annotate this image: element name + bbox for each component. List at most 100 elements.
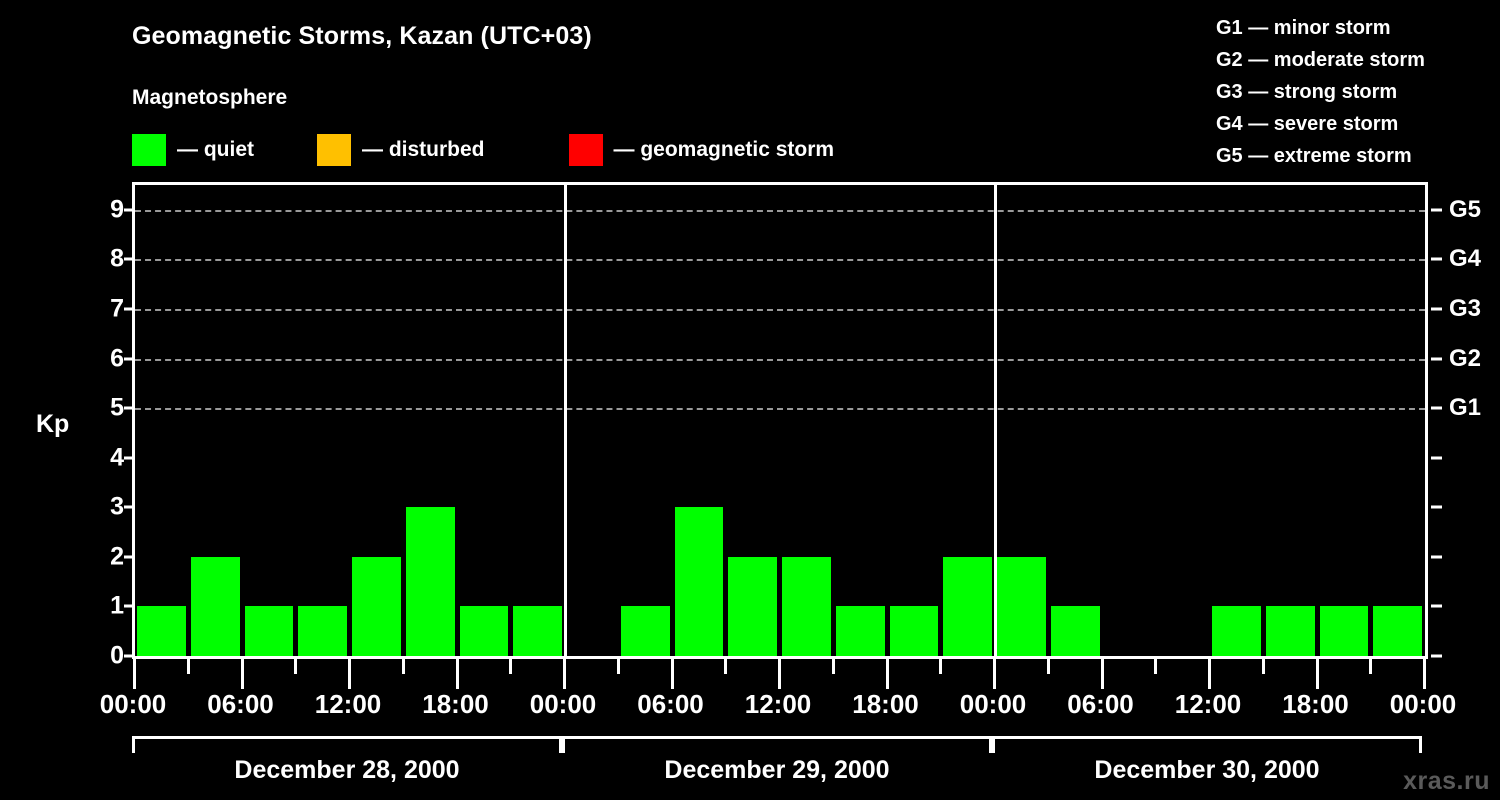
x-tick-label: 06:00 <box>1067 689 1134 719</box>
x-tick-major <box>778 659 781 689</box>
x-tick-minor <box>186 659 190 674</box>
y-tick-label-6: 6 <box>110 344 124 373</box>
y-tick-mark-0 <box>124 654 134 658</box>
g-tick-label-G4: G4 <box>1449 245 1482 273</box>
bar <box>298 606 347 656</box>
day-label: December 29, 2000 <box>664 756 890 784</box>
x-tick-major <box>133 659 136 689</box>
gridline-kp-5 <box>135 408 1425 411</box>
right-axis-minor-tick-3 <box>1431 505 1442 509</box>
watermark: xras.ru <box>1403 767 1490 795</box>
bar <box>459 606 509 656</box>
g-tick-label-G3: G3 <box>1449 294 1482 322</box>
x-tick-minor <box>831 659 835 674</box>
x-tick-major <box>1208 659 1211 689</box>
bar <box>997 556 1046 656</box>
bar <box>244 606 294 656</box>
g-tick-mark-G2 <box>1431 357 1442 361</box>
legend-label-disturbed: — disturbed <box>362 138 485 161</box>
x-tick-minor <box>1369 659 1373 674</box>
bar <box>1265 606 1315 656</box>
x-tick-minor <box>401 659 405 674</box>
y-tick-mark-3 <box>124 505 134 509</box>
x-tick-major <box>885 659 889 689</box>
day-band-bracket <box>132 736 562 753</box>
disturbed-swatch-icon <box>317 134 351 166</box>
y-tick-label-9: 9 <box>110 195 124 224</box>
y-axis-kp: 0 1 2 3 4 5 6 7 8 9 <box>62 182 134 670</box>
x-tick-major <box>1423 659 1426 689</box>
right-axis-minor-tick-0 <box>1431 654 1442 658</box>
day-label: December 28, 2000 <box>234 756 460 784</box>
x-tick-label: 00:00 <box>1389 689 1457 719</box>
g-tick-label-G1: G1 <box>1449 394 1482 422</box>
bar <box>1050 606 1100 656</box>
y-tick-mark-2 <box>124 555 134 559</box>
y-tick-mark-6 <box>124 357 134 361</box>
y-tick-label-4: 4 <box>110 443 124 472</box>
x-axis: 00:00 06:00 12:00 18:00 00:00 06:00 12:00 18:00… <box>100 659 1456 719</box>
y-tick-label-8: 8 <box>110 244 124 273</box>
g-tick-label-G5: G5 <box>1449 195 1482 223</box>
g-tick-mark-G5 <box>1431 208 1442 212</box>
right-axis-minor-tick-2 <box>1431 555 1442 559</box>
gridline-kp-9 <box>135 209 1425 212</box>
right-axis-minor-tick-4 <box>1431 456 1442 460</box>
gscale-legend: G1 — minor storm G2 — moderate storm G3 — … <box>1068 12 1488 172</box>
magnetosphere-label: Magnetosphere <box>132 86 288 109</box>
bar <box>405 507 455 656</box>
g-tick-mark-G1 <box>1431 406 1442 410</box>
day-divider <box>564 185 567 656</box>
bar <box>728 556 777 656</box>
color-legend: — quiet — disturbed — geomagnetic storm <box>132 133 834 167</box>
bar <box>674 507 724 656</box>
x-tick-label: 06:00 <box>637 689 704 719</box>
page-title: Geomagnetic Storms, Kazan (UTC+03) <box>132 22 592 50</box>
x-tick-label: 12:00 <box>314 689 382 719</box>
bar <box>137 606 186 656</box>
y-tick-mark-1 <box>124 604 134 608</box>
y-tick-label-1: 1 <box>110 591 124 620</box>
y-tick-label-3: 3 <box>110 492 124 521</box>
y-tick-mark-9 <box>124 208 134 212</box>
x-tick-label: 18:00 <box>422 689 489 719</box>
x-tick-minor <box>1154 659 1158 674</box>
bar <box>1319 606 1369 656</box>
g-tick-label-G2: G2 <box>1449 344 1482 372</box>
x-tick-label: 00:00 <box>529 689 597 719</box>
y-tick-label-2: 2 <box>110 542 124 571</box>
x-tick-minor <box>1261 659 1265 674</box>
y-tick-mark-7 <box>124 307 134 311</box>
x-tick-major <box>993 659 996 689</box>
y-axis-gscale: G1 G2 G3 G4 G5 <box>1431 182 1499 659</box>
legend-entry-disturbed: — disturbed <box>317 133 485 167</box>
y-axis-title: Kp <box>36 410 70 438</box>
y-tick-mark-8 <box>124 257 134 261</box>
x-tick-minor <box>939 659 943 674</box>
x-tick-minor <box>616 659 620 674</box>
plot-area <box>132 182 1428 659</box>
y-tick-label-5: 5 <box>110 393 124 422</box>
y-tick-mark-4 <box>124 456 134 460</box>
x-tick-label: 12:00 <box>744 689 812 719</box>
bar <box>1373 606 1422 656</box>
bar <box>943 556 992 656</box>
bar <box>889 606 939 656</box>
right-axis-minor-tick-1 <box>1431 604 1442 608</box>
x-tick-major <box>670 659 674 689</box>
g-tick-mark-G4 <box>1431 257 1442 261</box>
bar <box>782 556 831 656</box>
gscale-legend-line-1: G1 — minor storm <box>1216 17 1391 39</box>
gridline-kp-7 <box>135 308 1425 311</box>
legend-entry-quiet: — quiet <box>132 133 254 167</box>
x-tick-major <box>348 659 351 689</box>
bar <box>352 556 401 656</box>
bar <box>620 606 670 656</box>
x-tick-minor <box>724 659 728 674</box>
gscale-legend-line-2: G2 — moderate storm <box>1216 49 1425 71</box>
plot-inner <box>135 185 1425 656</box>
x-tick-major <box>455 659 459 689</box>
x-tick-label: 12:00 <box>1174 689 1242 719</box>
gscale-legend-line-4: G4 — severe storm <box>1216 113 1399 135</box>
x-tick-label: 18:00 <box>1282 689 1349 719</box>
